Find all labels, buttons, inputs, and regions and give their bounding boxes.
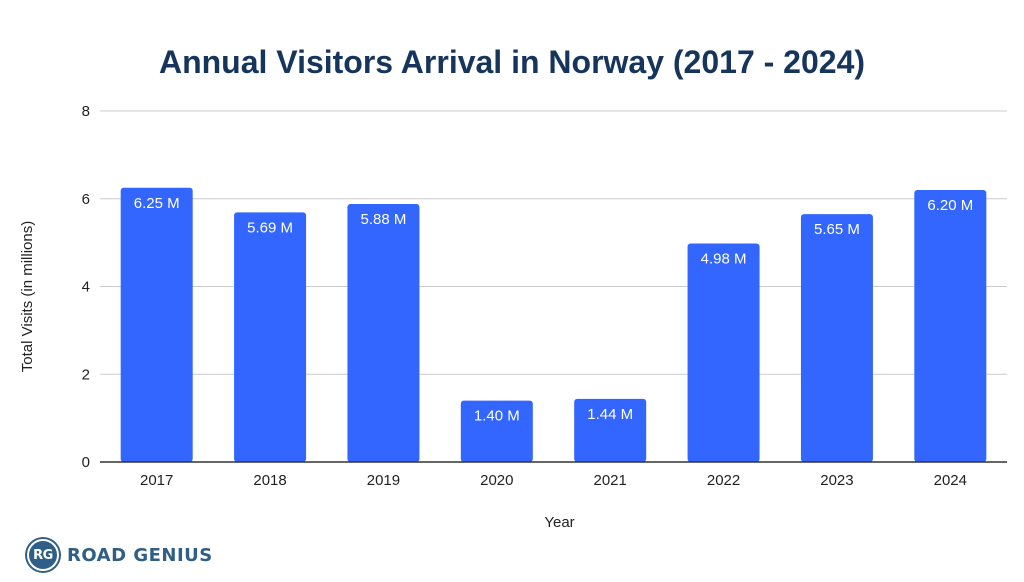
y-tick-label: 2: [82, 366, 90, 383]
bar: [460, 400, 533, 462]
bar: [914, 189, 987, 462]
bar: [347, 204, 420, 462]
bar: [234, 212, 307, 462]
bar-value-label: 1.40 M: [474, 408, 520, 425]
x-tick-label: 2023: [820, 472, 853, 489]
y-tick-label: 4: [82, 279, 90, 296]
bar-value-label: 5.65 M: [814, 221, 860, 238]
x-axis-ticks: 2017 2018 2019 2020 2021 2022 2023 2024: [140, 472, 967, 489]
y-tick-label: 6: [82, 191, 90, 208]
bar: [574, 398, 647, 462]
y-tick-label: 8: [82, 103, 90, 120]
y-tick-label: 0: [82, 454, 90, 471]
y-axis-title: Total Visits (in millions): [19, 221, 36, 372]
bar-value-label: 5.88 M: [361, 211, 407, 228]
bar: [120, 187, 193, 462]
y-axis-ticks: 0 2 4 6 8: [82, 103, 90, 471]
brand-name: ROAD GENIUS: [67, 544, 213, 566]
x-tick-label: 2021: [594, 472, 627, 489]
brand-logo-icon: RG: [27, 539, 59, 571]
bar-value-label: 4.98 M: [701, 251, 747, 268]
bar-value-label: 6.20 M: [927, 197, 973, 214]
chart-title: Annual Visitors Arrival in Norway (2017 …: [158, 44, 866, 80]
x-tick-label: 2022: [707, 472, 740, 489]
x-tick-label: 2018: [253, 472, 286, 489]
x-axis-title: Year: [544, 514, 574, 531]
data-labels: 6.25 M 5.69 M 5.88 M 1.40 M 1.44 M 4.98 M 5.65…: [134, 195, 973, 425]
bar: [800, 214, 873, 462]
bars: [120, 187, 987, 462]
bar-value-label: 5.69 M: [247, 219, 293, 236]
x-tick-label: 2020: [480, 472, 513, 489]
bar-value-label: 6.25 M: [134, 195, 180, 212]
brand-logo-group: RG ROAD GENIUS: [27, 538, 213, 572]
bar: [687, 243, 760, 462]
x-tick-label: 2019: [367, 472, 400, 489]
x-tick-label: 2024: [934, 472, 967, 489]
bar-value-label: 1.44 M: [587, 406, 633, 423]
x-tick-label: 2017: [140, 472, 173, 489]
